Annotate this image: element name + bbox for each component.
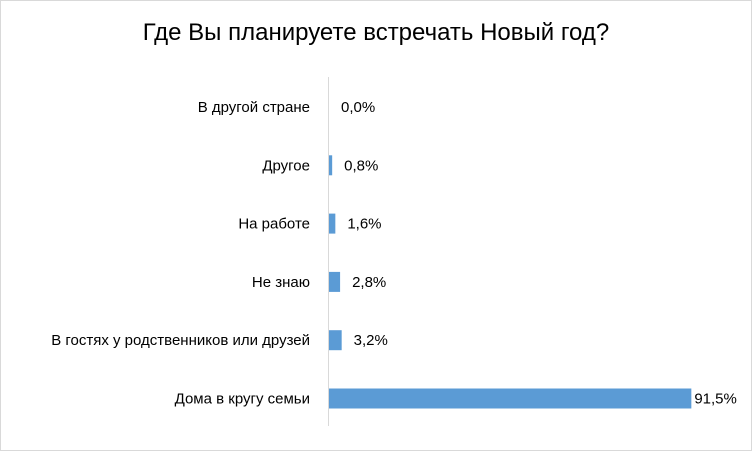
bar [329,155,333,176]
bar [329,388,692,409]
category-label: На работе [238,216,310,233]
bar [329,213,336,234]
value-label: 3,2% [354,332,388,349]
category-label: В гостях у родственников или друзей [51,332,310,349]
value-label: 1,6% [347,216,381,233]
category-label: Дома в кругу семьи [175,391,310,408]
value-label: 0,8% [344,157,378,174]
value-label: 0,0% [341,99,375,116]
bar [329,330,342,351]
category-label: Не знаю [252,274,310,291]
chart-title: Где Вы планируете встречать Новый год? [142,19,610,46]
bars-layer: В другой стране 0,0% Другое 0,8% На работе 1,… [51,99,737,409]
category-label: Другое [262,157,310,174]
value-label: 2,8% [352,274,386,291]
bar [329,271,341,292]
category-label: В другой стране [198,99,310,116]
value-label: 91,5% [694,391,737,408]
